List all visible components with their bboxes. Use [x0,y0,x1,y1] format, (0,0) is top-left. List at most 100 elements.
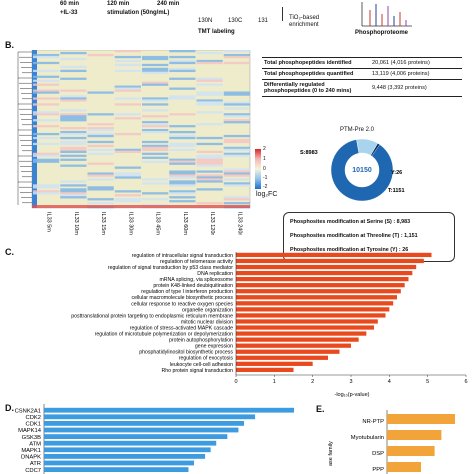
phosphopeptide-stats-table: Total phosphopeptides identified 20,061 … [262,57,462,97]
heat-cell [114,59,141,63]
heat-cell [87,91,114,94]
heat-cell [223,148,250,152]
heat-cell [223,113,250,116]
time-label-240: 240 min [157,1,180,7]
heat-cell [33,154,60,157]
kinase-label: ATM [29,441,41,447]
heat-cell [169,160,196,163]
kinase-bar [44,454,206,459]
heat-cell [196,77,223,80]
time-label-120: 120 min [107,1,130,7]
heat-cell [196,59,223,63]
heat-cell [169,134,196,138]
heat-cell [33,55,60,59]
heat-cell [33,89,60,92]
go-term-bar [236,361,313,366]
go-term-bar [236,319,378,324]
heat-cell [142,97,169,100]
kinase-label: ATR [30,461,41,467]
phosphatase-label: Myotubularin [351,435,384,441]
heat-cell [196,99,223,102]
heat-cell [60,158,87,161]
heat-cell [169,50,196,53]
go-term-bar [236,331,367,336]
go-term-bar [236,313,386,318]
heat-cell [142,140,169,144]
heat-cell [87,148,114,152]
heat-cell [33,111,60,114]
heat-cell [114,194,141,197]
kinase-label: GSK3B [22,435,41,441]
heat-cell [87,174,114,177]
heat-cell [223,182,250,185]
heat-cell [169,184,196,187]
x-tick-label: 4 [388,379,391,385]
heatmap: IL33 5m IL33 10m IL33 15m IL33 30m IL33 45m I… [17,50,251,235]
go-term-label: DNA replication [197,271,233,277]
modification-threonine: Phosphosites modification at Threoline (… [290,233,418,239]
heat-cell [60,140,87,144]
heat-cell [114,198,141,201]
x-tick-label: 2 [311,379,314,385]
heat-cell [33,190,60,193]
heat-cell [142,144,169,148]
go-term-bar [236,343,351,348]
go-term-bar [236,337,359,342]
kinase-label: CDK1 [26,422,41,428]
heat-cell [33,184,60,187]
heat-cell [142,125,169,128]
heat-cell [60,188,87,191]
heat-cell [142,99,169,102]
stats-label: Total phosphopeptides quantified [262,68,366,80]
heat-cell [60,95,87,98]
heat-cell [33,160,60,163]
panel-c-letter: C. [5,247,14,257]
heat-cell [60,146,87,150]
go-term-label: gene expression [195,344,233,350]
heat-cell [60,154,87,157]
heat-cell [142,109,169,112]
heat-cell [196,136,223,140]
heat-cell [87,144,114,148]
donut-label-t: T:1151 [388,188,405,194]
go-enrichment-chart: regulation of intracellular signal trans… [71,252,468,398]
go-term-label: phosphatidylinositol biosynthetic proces… [139,350,233,356]
heat-cell [223,91,250,94]
kinase-bar [44,447,211,453]
heat-cell [33,119,60,122]
heat-cell [114,148,141,152]
go-term-bar [236,355,328,360]
go-term-bar [236,307,390,312]
x-tick-label: 5 [426,379,429,385]
heat-cell [223,53,250,57]
heat-cell [169,61,196,65]
panel-b-letter: B. [5,40,14,50]
heat-cell [33,152,60,155]
heat-cell [196,83,223,86]
heat-cell [223,101,250,104]
kinase-label: MAPK14 [18,428,42,434]
heat-cell [169,136,196,140]
heat-cell [87,134,114,138]
heat-cell [223,172,250,175]
heat-cell [196,180,223,183]
heat-cell [114,117,141,120]
heat-cell [169,148,196,152]
go-term-bar [236,283,405,288]
heat-cell [196,123,223,126]
heat-cell [196,150,223,153]
go-term-label: leukocyte cell-cell adhesion [170,362,233,368]
heat-cell [114,103,141,106]
heat-cell [196,103,223,106]
go-term-label: regulation of intracellular signal trans… [132,253,233,259]
heat-cell [169,59,196,63]
heat-cell [60,109,87,112]
stimulation-prefix: +IL-33 [60,10,78,16]
heat-cell [87,140,114,144]
heatmap-column-label: IL33 15m [100,212,106,235]
phosphatase-label: PPP [372,467,384,473]
go-term-label: organelle organization [182,307,233,313]
heat-cell [114,89,141,92]
heat-cell [60,89,87,92]
heat-cell [60,180,87,183]
